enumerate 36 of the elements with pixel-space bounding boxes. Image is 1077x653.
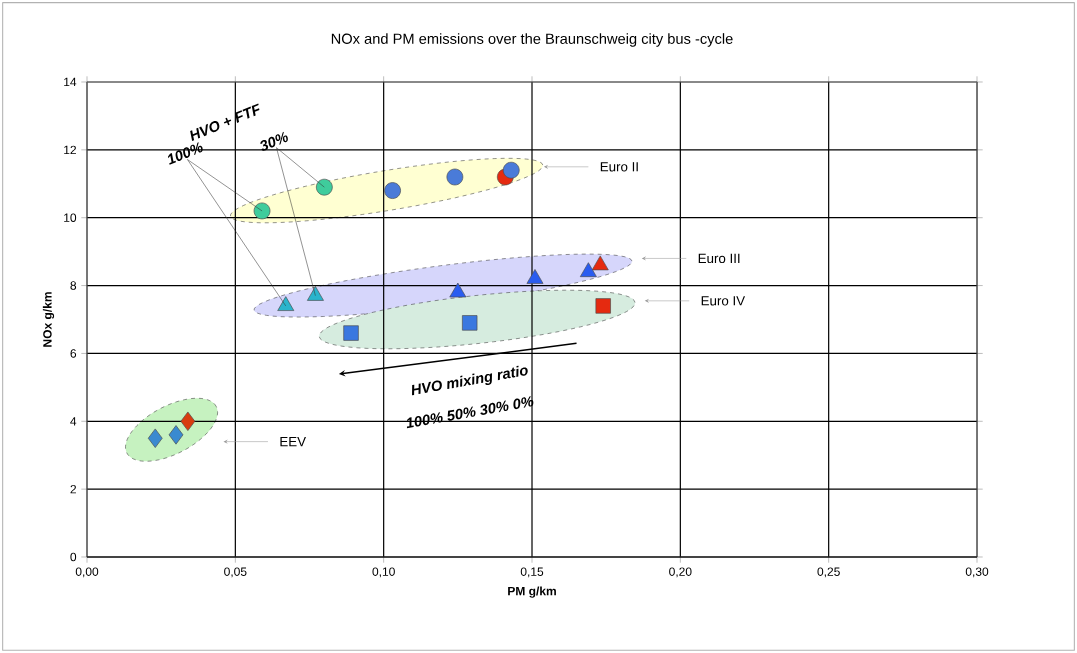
x-tick-label: 0,05 [224,567,247,578]
point [147,428,163,448]
x-axis-title: PM g/km [508,586,556,598]
y-tick-label: 12 [64,145,76,155]
annotation: 100% [168,142,203,165]
annotation: HVO mixing ratio [412,365,528,396]
x-tick-label: 0,15 [520,567,544,578]
annotation: Euro IV [701,296,746,306]
chart-title: NOx and PM emissions over the Braunschweig city bus -cycle [331,33,733,47]
x-tick-label: 0,00 [75,567,99,578]
y-tick-label: 8 [70,281,77,290]
x-tick-label: 0,20 [669,567,692,578]
y-tick-label: 14 [64,77,77,87]
point [446,168,464,186]
annotation: EEV [280,437,306,447]
annotation: HVO + FTF [190,103,260,142]
y-tick-label: 2 [70,484,76,494]
point [168,425,184,445]
y-tick-label: 0 [70,552,77,562]
annotation: Euro II [600,162,638,172]
annotation: Euro III [698,253,740,264]
y-tick-label: 4 [70,417,77,426]
point [384,182,401,199]
annotation: 30% [260,131,288,151]
y-tick-label: 10 [64,213,77,222]
x-tick-label: 0,30 [965,567,989,578]
y-tick-label: 6 [70,349,77,358]
x-tick-label: 0,25 [817,567,840,578]
y-axis-title: NOx g/km [42,292,55,347]
point [595,298,611,314]
point [316,178,333,196]
point [502,161,520,179]
x-tick-label: 0,10 [372,567,395,578]
point [180,411,196,431]
point [343,325,359,341]
point [462,315,478,331]
